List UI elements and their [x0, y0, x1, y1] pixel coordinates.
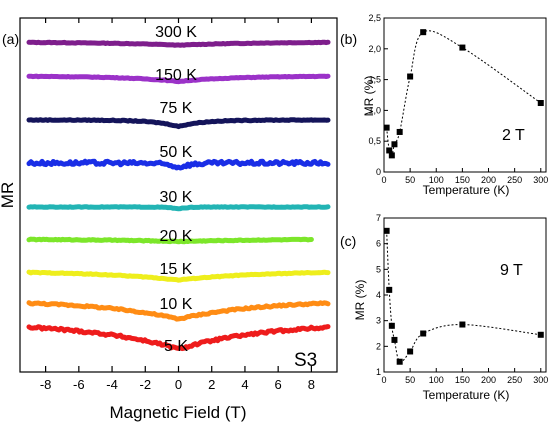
panel-a-curve-10K	[26, 300, 331, 322]
panel-a-series-label: 300 K	[155, 24, 197, 41]
y-tick-label: 6	[376, 239, 381, 249]
panel-a-sample-label: S3	[294, 350, 317, 371]
panel-a-curve-15K	[26, 269, 331, 283]
panel-a-x-tick-label: 2	[208, 377, 215, 392]
panel-a-x-tick-label: 6	[275, 377, 282, 392]
panel-a-xlabel: Magnetic Field (T)	[110, 403, 247, 422]
panel-b-xlabel: Temperature (K)	[423, 183, 510, 197]
panel-a-magnetoresistance: (a) MR Magnetic Field (T) S3 -8 -6 -4 -2 0 2 4…	[0, 17, 338, 422]
guide-line	[386, 230, 541, 363]
panel-a-curves	[26, 39, 331, 352]
x-tick-label: 200	[481, 175, 496, 185]
panel-c-plot: 0 50 100 150 200 250 300 1 2 3 4 5 6 7	[376, 213, 548, 385]
panel-a-x-tick-label: -4	[106, 377, 118, 392]
data-point	[396, 128, 403, 135]
panel-a-series-label: 50 K	[160, 144, 193, 161]
data-point	[407, 73, 414, 80]
data-point	[383, 227, 390, 234]
panel-a-curve-5K	[26, 324, 331, 352]
y-tick-label: 5	[376, 264, 381, 274]
x-tick-label: 0	[381, 375, 386, 385]
y-tick-label: 0	[376, 167, 381, 177]
data-point	[383, 124, 390, 131]
panel-a-x-tick-label: 4	[241, 377, 248, 392]
panel-b-ylabel: MR (%)	[362, 76, 376, 117]
x-tick-label: 250	[507, 175, 522, 185]
x-tick-label: 150	[455, 175, 470, 185]
panel-a-curve-75K	[26, 117, 331, 130]
x-tick-label: 150	[455, 375, 470, 385]
y-tick-label: 1,0	[368, 105, 381, 115]
x-tick-label: 0	[381, 175, 386, 185]
y-tick-label: 2,5	[368, 13, 381, 23]
panel-a-x-tick-label: -2	[139, 377, 151, 392]
data-point	[407, 348, 414, 355]
x-tick-label: 250	[507, 375, 522, 385]
x-tick-label: 100	[429, 375, 444, 385]
panel-b-label: (b)	[340, 31, 357, 47]
panel-a-temperature-labels: 300 K 150 K 75 K 50 K 30 K 20 K 15 K 10 K 5 K	[155, 24, 197, 355]
data-point	[391, 141, 398, 148]
data-point	[388, 152, 395, 159]
data-point	[537, 331, 544, 338]
panel-a-series-label: 15 K	[160, 261, 193, 278]
data-point	[391, 336, 398, 343]
x-tick-label: 50	[405, 175, 415, 185]
y-tick-label: 4	[376, 290, 381, 300]
y-tick-label: 0,5	[368, 136, 381, 146]
panel-b-mr-vs-temperature-2T: (b) MR (%) Temperature (K) 2 T 0 50 100 150…	[340, 13, 548, 197]
data-point	[386, 147, 393, 154]
data-point	[420, 330, 427, 337]
panel-a-x-tick-label: 8	[308, 377, 315, 392]
panel-a-curve-50K	[26, 158, 331, 171]
data-point	[420, 29, 427, 36]
panel-a-x-tick-label: -8	[40, 377, 52, 392]
panel-c-ylabel: MR (%)	[353, 280, 367, 321]
panel-c-mr-vs-temperature-9T: (c) MR (%) Temperature (K) 9 T 0 50 100 150…	[340, 213, 548, 402]
data-point	[388, 322, 395, 329]
y-tick-label: 1,5	[368, 75, 381, 85]
panel-a-series-label: 5 K	[164, 338, 188, 355]
data-point	[386, 286, 393, 293]
panel-a-curve-150K	[26, 73, 331, 85]
guide-line	[386, 30, 542, 157]
x-tick-label: 300	[533, 375, 548, 385]
panel-a-series-label: 30 K	[160, 189, 193, 206]
x-tick-label: 200	[481, 375, 496, 385]
plot-frame	[383, 17, 547, 173]
panel-a-x-ticks: -8 -6 -4 -2 0 2 4 6 8	[40, 18, 315, 392]
data-point	[459, 44, 466, 51]
panel-a-curve-20K	[26, 236, 314, 245]
data-point	[396, 358, 403, 365]
panel-a-x-tick-label: 0	[175, 377, 182, 392]
panel-a-ylabel: MR	[0, 182, 17, 208]
panel-c-label: (c)	[340, 233, 356, 249]
panel-b-annotation: 2 T	[502, 127, 525, 144]
panel-a-curve-30K	[26, 204, 331, 212]
panel-c-annotation: 9 T	[500, 262, 523, 279]
x-tick-label: 50	[405, 375, 415, 385]
data-point	[537, 100, 544, 107]
y-tick-label: 2,0	[368, 44, 381, 54]
y-tick-label: 7	[376, 213, 381, 223]
x-tick-label: 300	[533, 175, 548, 185]
y-tick-label: 3	[376, 316, 381, 326]
panel-a-x-tick-label: -6	[73, 377, 85, 392]
data-point	[459, 321, 466, 328]
y-tick-label: 1	[376, 367, 381, 377]
panel-a-series-label: 20 K	[160, 228, 193, 245]
panel-c-xlabel: Temperature (K)	[423, 388, 510, 402]
panel-a-series-label: 150 K	[155, 67, 197, 84]
panel-a-label: (a)	[2, 31, 19, 47]
panel-a-series-label: 10 K	[160, 296, 193, 313]
y-tick-label: 2	[376, 341, 381, 351]
panel-a-series-label: 75 K	[160, 100, 193, 117]
panel-a-curve-300K	[26, 39, 331, 48]
x-tick-label: 100	[429, 175, 444, 185]
panel-b-plot: 0 50 100 150 200 250 300 0 0,5 1,0 1,5 2,0 2,5	[368, 13, 548, 185]
